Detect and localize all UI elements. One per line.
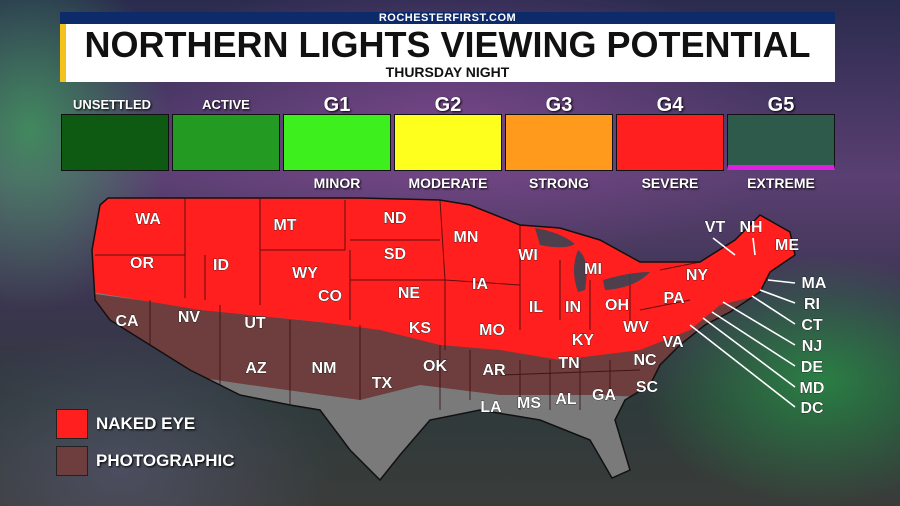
scale-label-unsettled: UNSETTLED xyxy=(73,97,151,112)
legend-label-photographic: PHOTOGRAPHIC xyxy=(96,451,235,470)
label-LA: LA xyxy=(480,399,502,416)
scale-box-unsettled xyxy=(61,114,169,171)
scale-label-active: ACTIVE xyxy=(202,97,250,112)
label-MA: MA xyxy=(802,275,827,292)
scale-desc-strong: STRONG xyxy=(529,175,589,191)
label-ME: ME xyxy=(775,237,799,254)
label-DC: DC xyxy=(800,400,824,417)
label-NV: NV xyxy=(178,309,201,326)
label-AL: AL xyxy=(555,391,577,408)
scale-box-g4 xyxy=(616,114,724,171)
scale-desc-severe: SEVERE xyxy=(641,175,699,191)
label-NC: NC xyxy=(633,352,657,369)
label-IN: IN xyxy=(565,299,581,316)
scale-box-g2 xyxy=(394,114,502,171)
scale-box-g5 xyxy=(727,114,835,170)
label-NJ: NJ xyxy=(802,338,822,355)
label-MN: MN xyxy=(454,229,479,246)
label-CT: CT xyxy=(801,317,823,334)
label-KY: KY xyxy=(572,332,595,349)
label-CA: CA xyxy=(115,313,139,330)
scale-desc-moderate: MODERATE xyxy=(408,175,488,191)
page-title: NORTHERN LIGHTS VIEWING POTENTIAL xyxy=(84,24,811,65)
label-NE: NE xyxy=(398,285,421,302)
label-SD: SD xyxy=(384,246,406,263)
label-PA: PA xyxy=(663,290,684,307)
scale-desc-extreme: EXTREME xyxy=(747,175,815,191)
source-label: ROCHESTERFIRST.COM xyxy=(60,12,835,24)
label-KS: KS xyxy=(409,320,432,337)
label-DE: DE xyxy=(801,359,824,376)
scale-desc-minor: MINOR xyxy=(313,175,361,191)
label-AR: AR xyxy=(482,362,506,379)
label-UT: UT xyxy=(244,315,266,332)
label-OH: OH xyxy=(605,297,629,314)
title-banner: ROCHESTERFIRST.COM NORTHERN LIGHTS VIEWI… xyxy=(60,12,835,82)
scale-label-g4: G4 xyxy=(656,94,684,116)
label-GA: GA xyxy=(592,387,616,404)
scale-label-g2: G2 xyxy=(434,94,462,116)
label-ND: ND xyxy=(383,210,406,227)
banner-accent xyxy=(60,24,66,82)
label-MS: MS xyxy=(517,395,541,412)
scale-label-g3: G3 xyxy=(545,94,573,116)
scale-label-g1: G1 xyxy=(323,94,351,116)
label-NM: NM xyxy=(312,360,337,377)
label-TX: TX xyxy=(372,375,393,392)
page-subtitle: THURSDAY NIGHT xyxy=(385,64,510,80)
label-NH: NH xyxy=(739,219,762,236)
label-SC: SC xyxy=(636,379,659,396)
leader-lines xyxy=(689,237,796,408)
scale-box-active xyxy=(172,114,280,171)
label-ID: ID xyxy=(213,257,229,274)
label-VT: VT xyxy=(705,219,726,236)
label-AZ: AZ xyxy=(245,360,267,377)
legend-swatch-photographic xyxy=(56,446,88,476)
label-IA: IA xyxy=(472,276,488,293)
label-WA: WA xyxy=(135,211,161,228)
label-VA: VA xyxy=(662,334,683,351)
label-OR: OR xyxy=(130,255,154,272)
scale-label-g5: G5 xyxy=(767,94,795,116)
scale-box-g3 xyxy=(505,114,613,171)
label-WI: WI xyxy=(518,247,538,264)
label-TN: TN xyxy=(558,355,579,372)
legend-label-naked-eye: NAKED EYE xyxy=(96,414,196,433)
scale-box-g1 xyxy=(283,114,391,171)
label-MD: MD xyxy=(800,380,825,397)
label-MI: MI xyxy=(584,261,602,278)
label-NY: NY xyxy=(686,267,709,284)
legend-swatch-naked-eye xyxy=(56,409,88,439)
label-MO: MO xyxy=(479,322,505,339)
label-CO: CO xyxy=(318,288,342,305)
label-IL: IL xyxy=(529,299,543,316)
label-WY: WY xyxy=(292,265,318,282)
label-OK: OK xyxy=(423,358,447,375)
label-RI: RI xyxy=(804,296,820,313)
label-WV: WV xyxy=(623,319,649,336)
label-MT: MT xyxy=(273,217,296,234)
